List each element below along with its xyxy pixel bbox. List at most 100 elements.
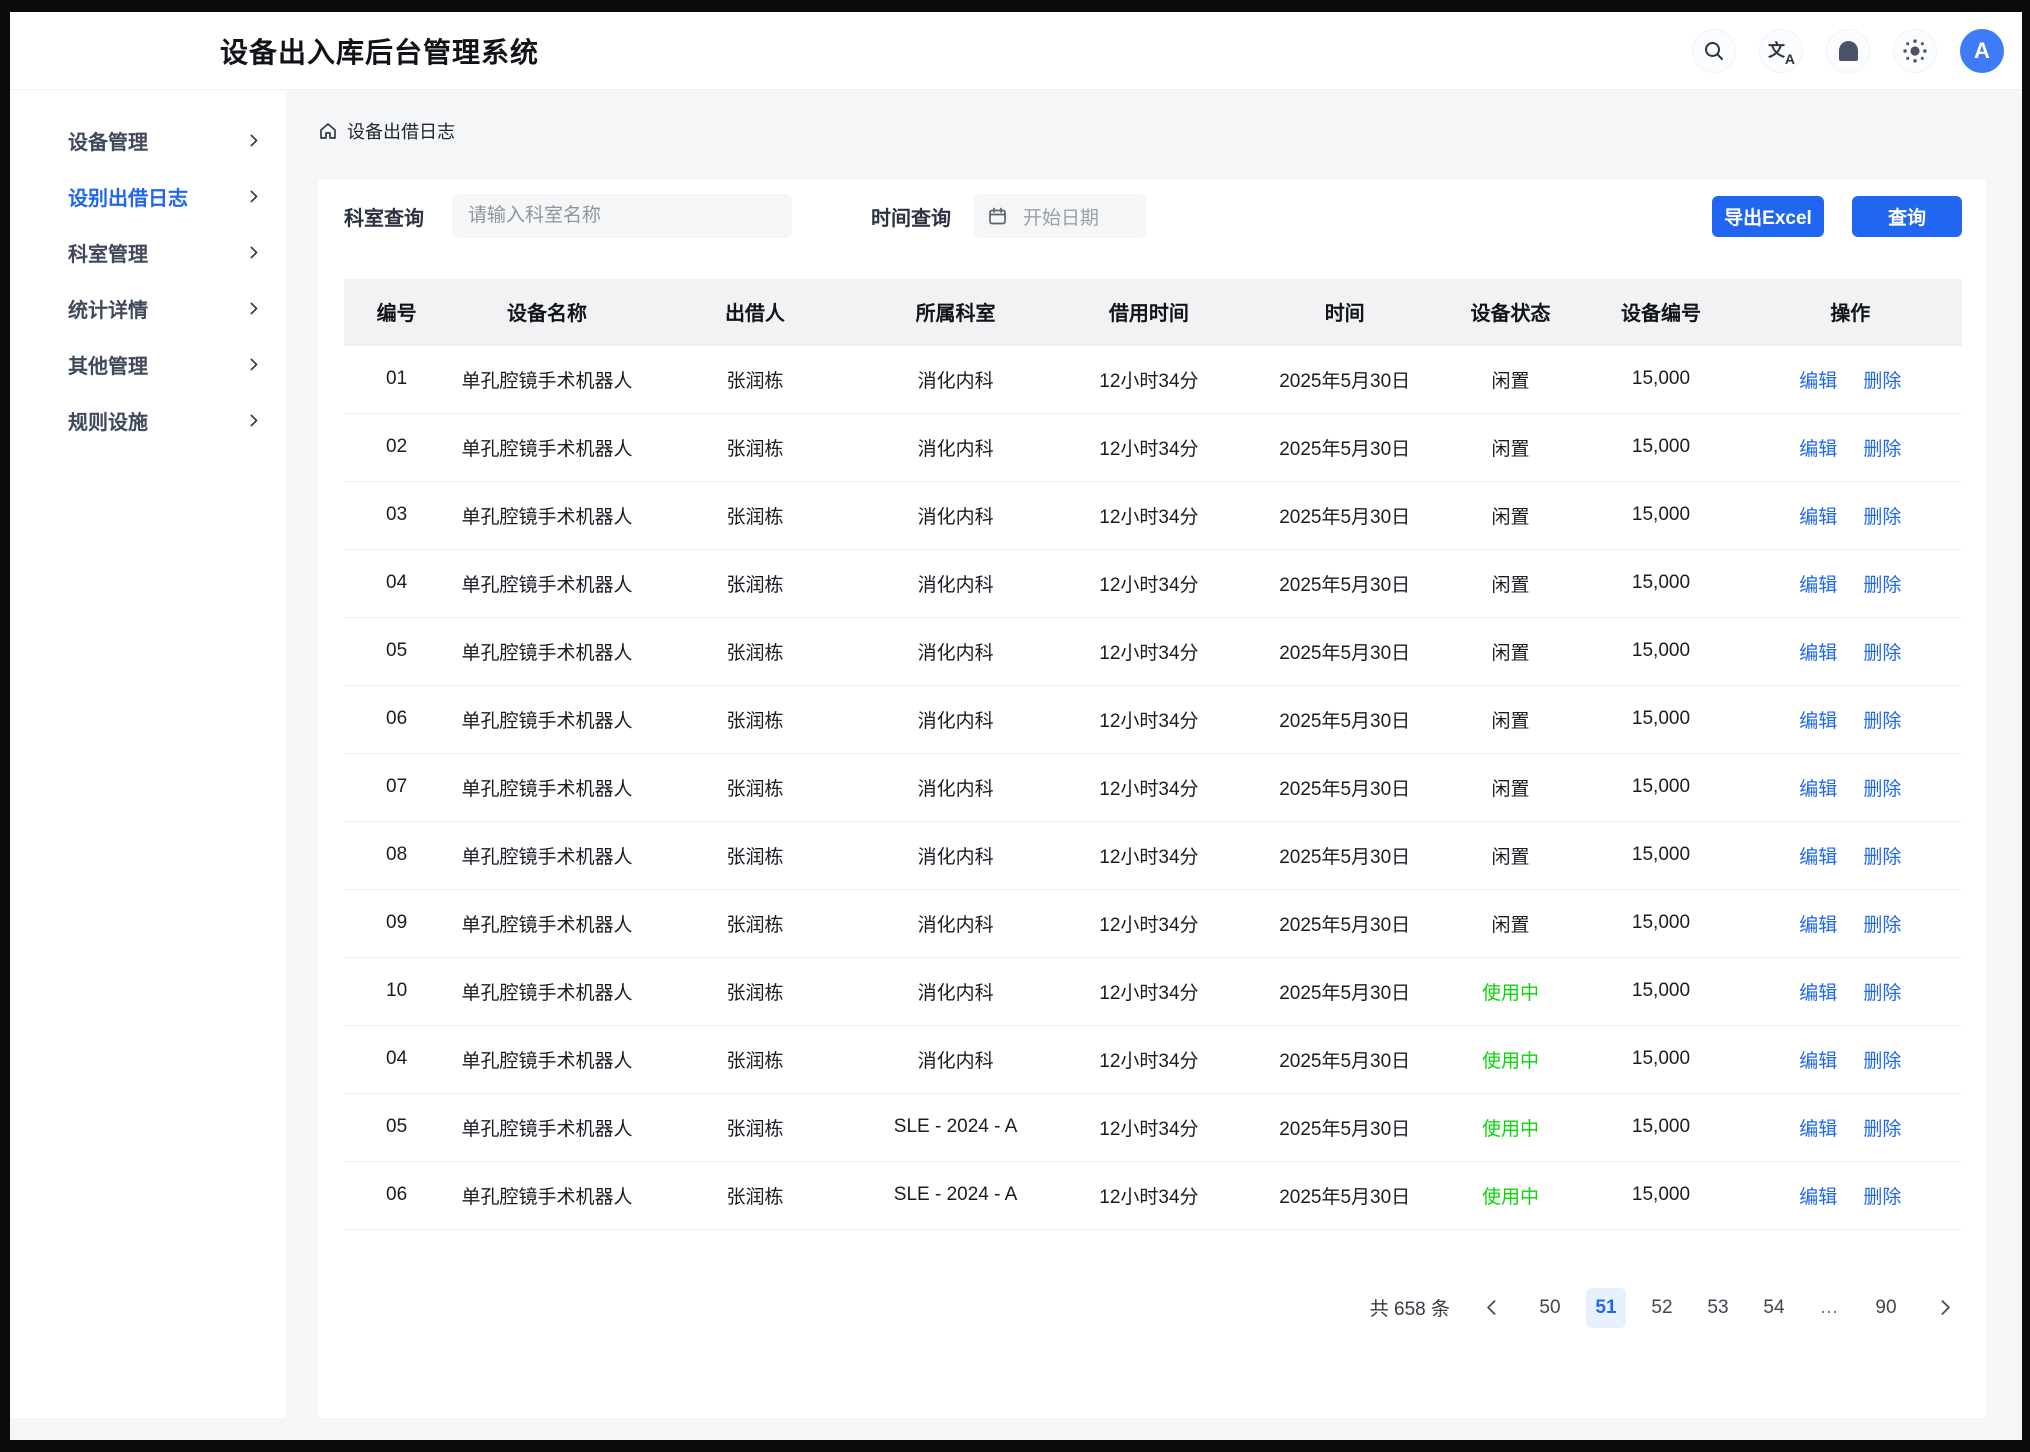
prev-page-icon[interactable]	[1474, 1288, 1514, 1328]
sidebar-item-4[interactable]: 其他管理	[10, 336, 286, 392]
cell-actions: 编辑 删除	[1738, 617, 1962, 686]
page-number-50[interactable]: 50	[1539, 1296, 1561, 1318]
cell-department: 消化内科	[864, 753, 1047, 822]
start-date-picker[interactable]: 开始日期	[974, 194, 1146, 238]
delete-link[interactable]: 删除	[1863, 1118, 1902, 1140]
sidebar-item-0[interactable]: 设备管理	[10, 112, 286, 168]
next-page-icon[interactable]	[1922, 1288, 1962, 1328]
edit-link[interactable]: 编辑	[1799, 778, 1838, 800]
cell-lender: 张润栋	[644, 957, 865, 1026]
delete-link[interactable]: 删除	[1863, 506, 1902, 528]
cell-status: 闲置	[1437, 617, 1584, 686]
column-header: 操作	[1738, 279, 1962, 345]
page-number-51[interactable]: 51	[1586, 1287, 1626, 1328]
delete-link[interactable]: 删除	[1863, 370, 1902, 392]
calendar-icon	[989, 207, 1006, 224]
cell-id: 04	[344, 549, 450, 618]
sidebar-item-label: 统计详情	[68, 299, 148, 322]
cell-department: 消化内科	[864, 821, 1047, 890]
cell-date: 2025年5月30日	[1251, 413, 1438, 482]
cell-actions: 编辑 删除	[1738, 1025, 1962, 1094]
cell-device-name: 单孔腔镜手术机器人	[449, 957, 645, 1026]
search-icon[interactable]	[1692, 28, 1736, 73]
cell-status: 使用中	[1437, 1161, 1584, 1230]
cell-device-name: 单孔腔镜手术机器人	[449, 685, 645, 754]
cell-device-code: 15,000	[1583, 1093, 1739, 1162]
cell-date: 2025年5月30日	[1251, 753, 1438, 822]
cell-device-code: 15,000	[1583, 1161, 1739, 1230]
sidebar-item-5[interactable]: 规则设施	[10, 392, 286, 448]
delete-link[interactable]: 删除	[1863, 846, 1902, 868]
cell-actions: 编辑 删除	[1738, 889, 1962, 958]
dept-search-input[interactable]	[452, 194, 792, 238]
edit-link[interactable]: 编辑	[1799, 1118, 1838, 1140]
cell-id: 10	[344, 957, 450, 1026]
cell-device-name: 单孔腔镜手术机器人	[449, 413, 645, 482]
user-avatar[interactable]: A	[1960, 28, 2004, 73]
page-number-53[interactable]: 53	[1707, 1296, 1729, 1318]
cell-lender: 张润栋	[644, 481, 865, 550]
edit-link[interactable]: 编辑	[1799, 574, 1838, 596]
edit-link[interactable]: 编辑	[1799, 846, 1838, 868]
table-row: 09 单孔腔镜手术机器人 张润栋 消化内科 12小时34分 2025年5月30日 闲置 15,…	[344, 889, 1962, 958]
cell-borrow-duration: 12小时34分	[1046, 1093, 1252, 1162]
page-number-90[interactable]: 90	[1875, 1296, 1897, 1318]
page-number-54[interactable]: 54	[1763, 1296, 1785, 1318]
cell-device-code: 15,000	[1583, 685, 1739, 754]
edit-link[interactable]: 编辑	[1799, 642, 1838, 664]
delete-link[interactable]: 删除	[1863, 1050, 1902, 1072]
cell-device-code: 15,000	[1583, 344, 1739, 414]
cell-lender: 张润栋	[644, 1093, 865, 1162]
app-title: 设备出入库后台管理系统	[220, 36, 540, 68]
cell-status: 使用中	[1437, 1025, 1584, 1094]
cell-department: 消化内科	[864, 549, 1047, 618]
cell-device-code: 15,000	[1583, 481, 1739, 550]
export-excel-button[interactable]: 导出Excel	[1712, 195, 1824, 237]
cell-lender: 张润栋	[644, 685, 865, 754]
edit-link[interactable]: 编辑	[1799, 438, 1838, 460]
cell-device-code: 15,000	[1583, 889, 1739, 958]
edit-link[interactable]: 编辑	[1799, 506, 1838, 528]
cell-device-code: 15,000	[1583, 821, 1739, 890]
query-button[interactable]: 查询	[1852, 195, 1962, 237]
cell-lender: 张润栋	[644, 1161, 865, 1230]
delete-link[interactable]: 删除	[1863, 1186, 1902, 1208]
cell-status: 闲置	[1437, 889, 1584, 958]
edit-link[interactable]: 编辑	[1799, 914, 1838, 936]
cell-status: 闲置	[1437, 753, 1584, 822]
delete-link[interactable]: 删除	[1863, 710, 1902, 732]
edit-link[interactable]: 编辑	[1799, 710, 1838, 732]
cell-actions: 编辑 删除	[1738, 344, 1962, 414]
page-number-52[interactable]: 52	[1651, 1296, 1673, 1318]
edit-link[interactable]: 编辑	[1799, 1186, 1838, 1208]
table-row: 08 单孔腔镜手术机器人 张润栋 消化内科 12小时34分 2025年5月30日 闲置 15,…	[344, 821, 1962, 890]
cell-borrow-duration: 12小时34分	[1046, 549, 1252, 618]
pagination-total: 共 658 条	[1369, 1299, 1450, 1320]
cell-id: 06	[344, 1161, 450, 1230]
notification-bell-icon[interactable]	[1826, 28, 1870, 73]
cell-device-name: 单孔腔镜手术机器人	[449, 889, 645, 958]
edit-link[interactable]: 编辑	[1799, 1050, 1838, 1072]
sidebar-item-1[interactable]: 设别出借日志	[10, 168, 286, 224]
sidebar-item-2[interactable]: 科室管理	[10, 224, 286, 280]
delete-link[interactable]: 删除	[1863, 778, 1902, 800]
delete-link[interactable]: 删除	[1863, 914, 1902, 936]
delete-link[interactable]: 删除	[1863, 642, 1902, 664]
cell-lender: 张润栋	[644, 617, 865, 686]
cell-lender: 张润栋	[644, 344, 865, 414]
cell-device-code: 15,000	[1583, 549, 1739, 618]
edit-link[interactable]: 编辑	[1799, 982, 1838, 1004]
edit-link[interactable]: 编辑	[1799, 370, 1838, 392]
delete-link[interactable]: 删除	[1863, 982, 1902, 1004]
delete-link[interactable]: 删除	[1863, 574, 1902, 596]
cell-status: 闲置	[1437, 344, 1584, 414]
cell-device-code: 15,000	[1583, 957, 1739, 1026]
sidebar-item-3[interactable]: 统计详情	[10, 280, 286, 336]
table-header-row: 编号 设备名称 出借人 所属科室 借用时间 时间 设备状态 设备编号 操作	[344, 279, 1962, 345]
cell-device-code: 15,000	[1583, 617, 1739, 686]
delete-link[interactable]: 删除	[1863, 438, 1902, 460]
sidebar-nav: 设备管理 设别出借日志 科室管理统计详情其他管理 规则设施	[10, 90, 286, 1418]
filter-bar: 科室查询 时间查询 开始日期 导出Excel	[344, 194, 1962, 238]
brightness-icon[interactable]	[1893, 28, 1937, 73]
